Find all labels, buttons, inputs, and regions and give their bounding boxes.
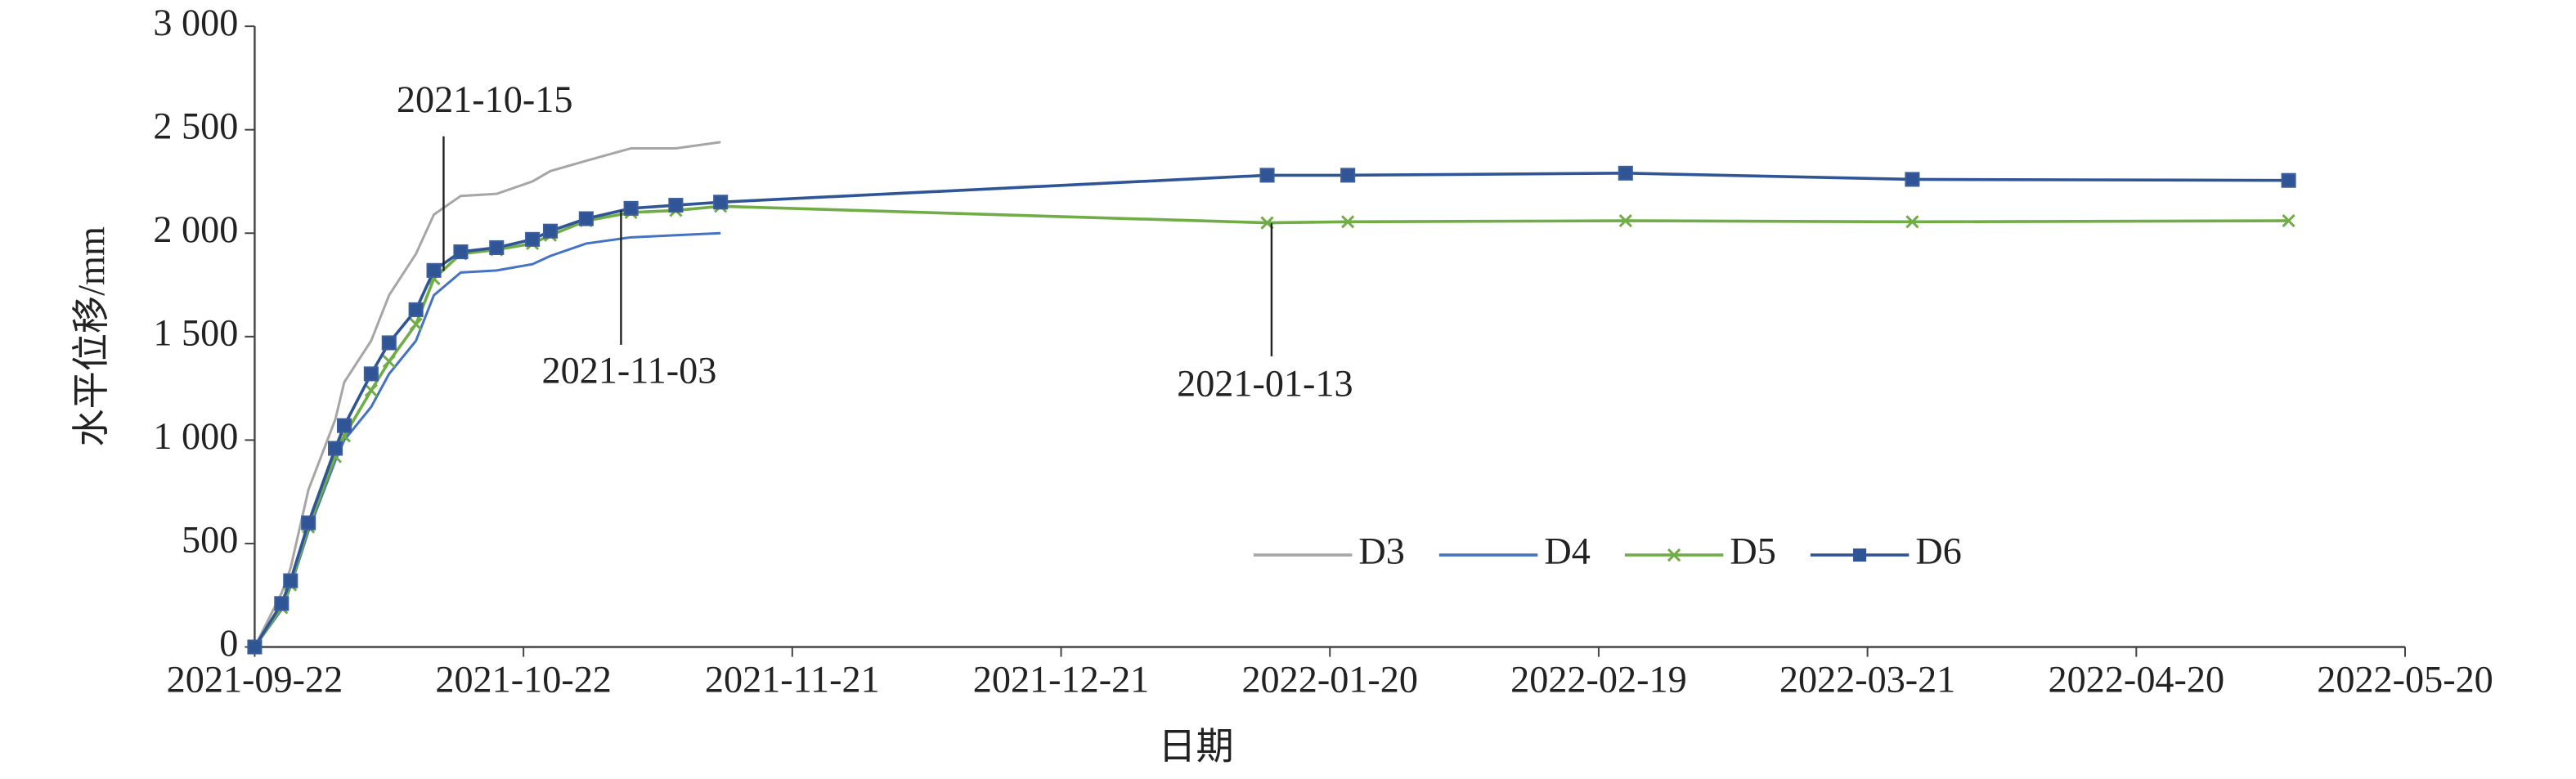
y-tick-label: 2 000 <box>153 208 238 250</box>
y-tick-label: 2 500 <box>153 105 238 146</box>
x-tick-label: 2021-11-21 <box>705 658 880 700</box>
marker <box>2281 172 2296 188</box>
marker <box>1618 165 1633 181</box>
annotation: 2021-11-03 <box>542 350 717 392</box>
marker <box>1905 172 1920 187</box>
marker <box>578 211 594 226</box>
marker <box>668 198 684 213</box>
marker <box>381 335 397 351</box>
annotation: 2021-10-15 <box>397 78 573 120</box>
marker <box>1340 168 1356 183</box>
marker <box>1905 215 1919 229</box>
x-axis-label: 日期 <box>1158 726 1233 768</box>
marker <box>542 223 559 239</box>
x-tick-label: 2022-01-20 <box>1241 658 1418 700</box>
legend-label: D3 <box>1358 531 1404 572</box>
marker <box>247 639 263 655</box>
x-tick-label: 2021-09-22 <box>167 658 343 700</box>
marker <box>453 244 469 260</box>
marker <box>2282 213 2296 228</box>
marker <box>382 355 396 369</box>
x-tick-label: 2021-12-21 <box>973 658 1150 700</box>
legend-marker <box>1853 548 1867 562</box>
marker <box>525 231 541 247</box>
marker <box>283 573 298 589</box>
legend-label: D6 <box>1915 531 1961 572</box>
marker <box>274 596 289 611</box>
marker <box>713 195 729 210</box>
y-tick-label: 0 <box>219 622 238 664</box>
x-tick-label: 2022-05-20 <box>2317 658 2493 700</box>
x-tick-label: 2022-04-20 <box>2049 658 2225 700</box>
marker <box>328 441 343 456</box>
x-tick-label: 2022-03-21 <box>1779 658 1956 700</box>
series-line <box>254 141 721 648</box>
y-tick-label: 3 000 <box>153 2 238 43</box>
y-tick-label: 1 000 <box>153 415 238 457</box>
legend-label: D4 <box>1544 531 1590 572</box>
x-tick-label: 2021-10-22 <box>435 658 612 700</box>
marker <box>1341 215 1355 229</box>
marker <box>408 302 424 317</box>
legend-marker <box>1667 548 1681 562</box>
marker <box>409 317 423 331</box>
marker <box>623 200 639 216</box>
marker <box>489 240 505 256</box>
marker <box>1618 213 1632 228</box>
legend-label: D5 <box>1730 531 1775 572</box>
marker <box>363 366 379 382</box>
marker <box>301 515 316 531</box>
y-tick-label: 500 <box>182 519 238 561</box>
y-axis-label: 水平位移/mm <box>70 226 112 447</box>
y-tick-label: 1 500 <box>153 311 238 353</box>
annotation: 2021-01-13 <box>1177 363 1353 405</box>
marker <box>364 383 378 397</box>
marker <box>1259 168 1275 183</box>
marker <box>426 262 442 278</box>
series-line <box>254 231 721 648</box>
marker <box>336 418 352 433</box>
x-tick-label: 2022-02-19 <box>1510 658 1687 700</box>
